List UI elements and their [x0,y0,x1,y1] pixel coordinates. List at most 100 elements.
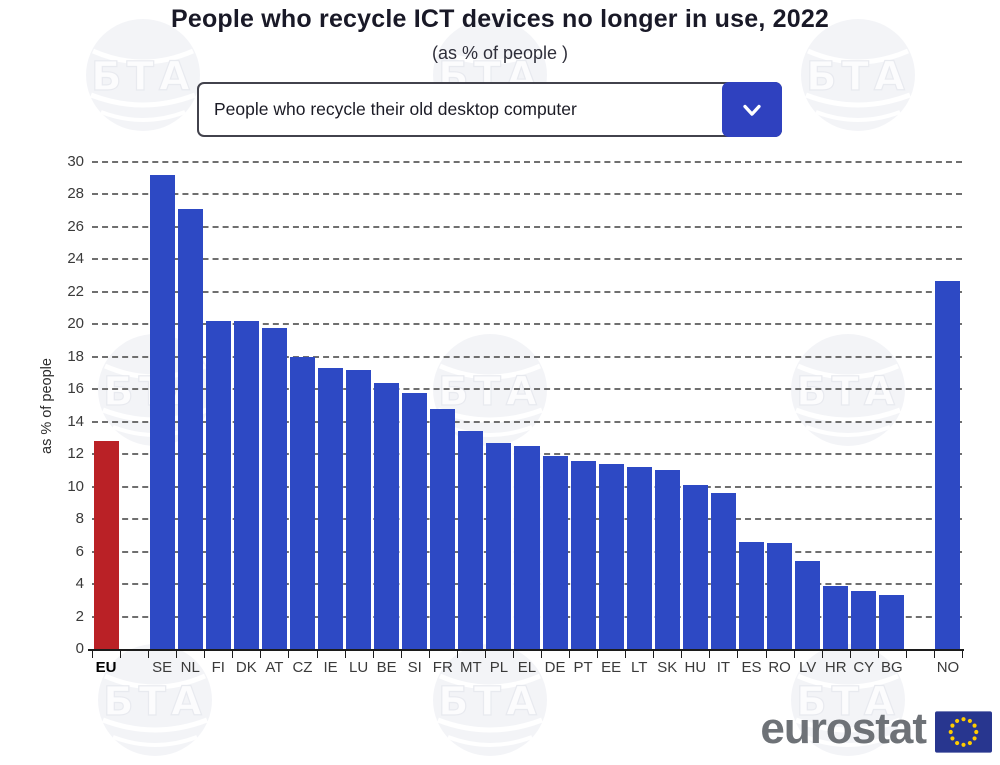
eurostat-logo-text: eurostat [760,704,927,753]
indicator-dropdown-value: People who recycle their old desktop com… [214,99,577,119]
bar-FR[interactable] [430,408,456,649]
bar-SI[interactable] [402,392,428,649]
bar-PT[interactable] [570,460,596,649]
axis-tick-mark [765,651,767,658]
bar-NL[interactable] [177,209,203,649]
bar-EU[interactable] [93,441,119,649]
bar-EL[interactable] [514,446,540,649]
bar-RO[interactable] [767,543,793,649]
axis-tick-mark [933,651,935,658]
axis-tick-mark [541,651,543,658]
bar-CY[interactable] [851,590,877,649]
bar-AT[interactable] [261,327,287,649]
bar-DK[interactable] [233,321,259,649]
y-tick-label-28: 28 [67,185,84,203]
x-label-MT: MT [460,659,482,676]
bar-MT[interactable] [458,431,484,649]
bar-LU[interactable] [346,369,372,649]
svg-text:БТА: БТА [796,679,900,725]
axis-tick-mark [176,651,178,658]
eurostat-logo: eurostat [760,704,992,754]
axis-tick-mark [92,651,93,658]
y-tick-label-22: 22 [67,282,84,300]
x-label-HU: HU [684,659,707,676]
x-label-HR: HR [824,659,847,676]
x-label-PL: PL [489,659,509,676]
axis-tick-mark [905,651,907,658]
x-label-DK: DK [235,659,257,676]
bta-watermark: БТА [788,640,908,765]
x-label-BE: BE [376,659,397,676]
bar-ES[interactable] [738,541,765,649]
gridline-14 [92,420,962,423]
bar-EE[interactable] [598,463,624,649]
axis-tick-mark [288,651,290,658]
x-label-FR: FR [432,659,453,676]
svg-text:БТА: БТА [806,54,910,100]
x-label-ES: ES [741,659,762,676]
bar-FI[interactable] [205,321,231,649]
bar-HU[interactable] [682,485,708,649]
bar-SK[interactable] [654,470,680,649]
svg-text:БТА: БТА [438,679,542,725]
y-tick-label-4: 4 [75,575,84,593]
axis-tick-mark [793,651,795,658]
y-axis-label: as % of people [39,358,55,454]
y-tick-label-30: 30 [67,153,84,170]
bar-DE[interactable] [542,455,568,649]
bar-BG[interactable] [879,595,905,649]
svg-text:БТА: БТА [103,679,207,725]
bar-IT[interactable] [710,493,736,649]
gridline-22 [92,290,962,293]
axis-tick-mark [456,651,458,658]
bar-CZ[interactable] [289,356,315,649]
axis-tick-mark [849,651,851,658]
x-label-CY: CY [853,659,875,676]
indicator-dropdown[interactable]: People who recycle their old desktop com… [197,82,782,137]
x-label-SI: SI [407,659,422,676]
gridline-28 [92,193,962,196]
dropdown-chevron-button[interactable] [722,82,782,137]
x-label-SK: SK [657,659,678,676]
x-label-CZ: CZ [292,659,313,676]
bar-LT[interactable] [626,467,652,649]
x-label-EL: EL [517,659,537,676]
axis-tick-mark [512,651,514,658]
bar-BE[interactable] [374,382,400,649]
x-label-LU: LU [349,659,369,676]
axis-tick-mark [625,651,627,658]
x-label-AT: AT [265,659,284,676]
axis-tick-mark [260,651,262,658]
axis-tick-mark [344,651,346,658]
axis-tick-mark [400,651,402,658]
svg-text:БТА: БТА [796,369,900,415]
axis-tick-mark [148,651,150,658]
y-tick-label-6: 6 [75,542,84,560]
axis-tick-mark [709,651,711,658]
bta-watermark: БТА [798,15,918,140]
axis-tick-mark [120,651,122,658]
x-label-LV: LV [799,659,817,676]
x-label-FI: FI [211,659,225,676]
y-tick-label-10: 10 [67,477,84,495]
bar-SE[interactable] [149,174,175,649]
axis-tick-mark [877,651,879,658]
eu-flag-icon [935,711,992,753]
axis-tick-mark [428,651,430,658]
chevron-down-icon [743,104,761,116]
bar-HR[interactable] [823,585,849,649]
bar-PL[interactable] [486,442,512,649]
x-label-BG: BG [880,659,903,676]
axis-tick-mark [569,651,571,658]
gridline-30 [92,161,962,163]
axis-tick-mark [737,651,739,658]
bar-IE[interactable] [318,368,344,649]
gridline-18 [92,355,962,358]
y-tick-label-18: 18 [67,347,84,365]
gridline-24 [92,258,962,261]
axis-tick-mark [232,651,234,658]
bta-watermark: БТА [788,330,908,455]
page-title: People who recycle ICT devices no longer… [170,5,830,33]
bar-NO[interactable] [935,280,961,649]
bar-LV[interactable] [795,561,821,649]
